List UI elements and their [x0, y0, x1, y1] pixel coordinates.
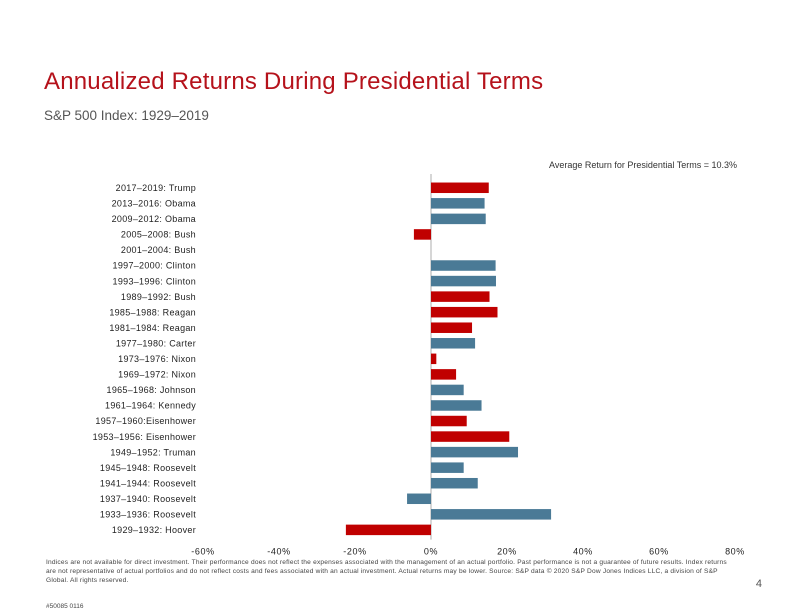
bar [431, 384, 464, 396]
category-label: 2001–2004: Bush [121, 245, 196, 255]
category-label: 1989–1992: Bush [121, 292, 196, 302]
bar [431, 353, 437, 365]
bar [407, 493, 431, 505]
bar [413, 229, 431, 240]
document-id: #50085 0116 [46, 603, 84, 610]
category-label: 1981–1984: Reagan [109, 323, 196, 333]
x-tick-label: 0% [424, 547, 438, 557]
category-label: 1941–1944: Roosevelt [100, 478, 196, 488]
category-label: 1953–1956: Eisenhower [93, 432, 196, 442]
bar [431, 275, 496, 287]
bar [431, 415, 467, 427]
bar [431, 182, 489, 194]
page-subtitle: S&P 500 Index: 1929–2019 [44, 108, 209, 123]
x-tick-label: 40% [573, 547, 593, 557]
bar [431, 477, 478, 489]
category-label: 1973–1976: Nixon [118, 354, 196, 364]
x-tick-label: 20% [497, 547, 517, 557]
category-label: 1929–1932: Hoover [112, 525, 196, 535]
bar [431, 198, 485, 209]
category-label: 1961–1964: Kennedy [105, 401, 196, 411]
bar [431, 260, 496, 271]
disclaimer-text: Indices are not available for direct inv… [46, 559, 727, 584]
bar [431, 306, 498, 318]
x-tick-label: -20% [343, 547, 366, 557]
x-tick-label: 60% [649, 547, 669, 557]
bar [431, 338, 476, 349]
bar [431, 462, 464, 473]
category-label: 2013–2016: Obama [112, 199, 196, 209]
category-label: 1969–1972: Nixon [118, 370, 196, 380]
bar [431, 509, 552, 520]
page-number: 4 [755, 578, 762, 590]
bar [431, 322, 473, 333]
category-label: 1949–1952: Truman [110, 447, 196, 457]
x-tick-label: -60% [191, 547, 214, 557]
average-return-note: Average Return for Presidential Terms = … [548, 160, 737, 170]
category-label: 1965–1968: Johnson [107, 385, 196, 395]
x-tick-label: -40% [267, 547, 290, 557]
category-label: 1945–1948: Roosevelt [100, 463, 196, 473]
category-label: 1977–1980: Carter [116, 338, 196, 348]
bar [431, 446, 519, 458]
category-label: 1937–1940: Roosevelt [100, 494, 196, 504]
bar [431, 431, 510, 442]
category-label: 1985–1988: Reagan [109, 307, 196, 317]
category-label: 2009–2012: Obama [112, 214, 196, 224]
page-title: Annualized Returns During Presidential T… [44, 68, 544, 95]
bar [345, 524, 431, 536]
bar [431, 400, 482, 411]
x-tick-label: 80% [725, 547, 745, 557]
category-label: 1957–1960:Eisenhower [95, 416, 196, 426]
category-label: 1933–1936: Roosevelt [100, 510, 196, 520]
returns-bar-chart: 2017–2019: Trump 2013–2016: Obama 2009–201… [93, 174, 745, 557]
category-label: 2017–2019: Trump [116, 183, 196, 193]
category-label: 1993–1996: Clinton [113, 276, 196, 286]
category-label: 2005–2008: Bush [121, 230, 196, 240]
bar [431, 213, 486, 225]
bar [431, 369, 457, 380]
bar [431, 291, 490, 302]
category-label: 1997–2000: Clinton [113, 261, 196, 271]
